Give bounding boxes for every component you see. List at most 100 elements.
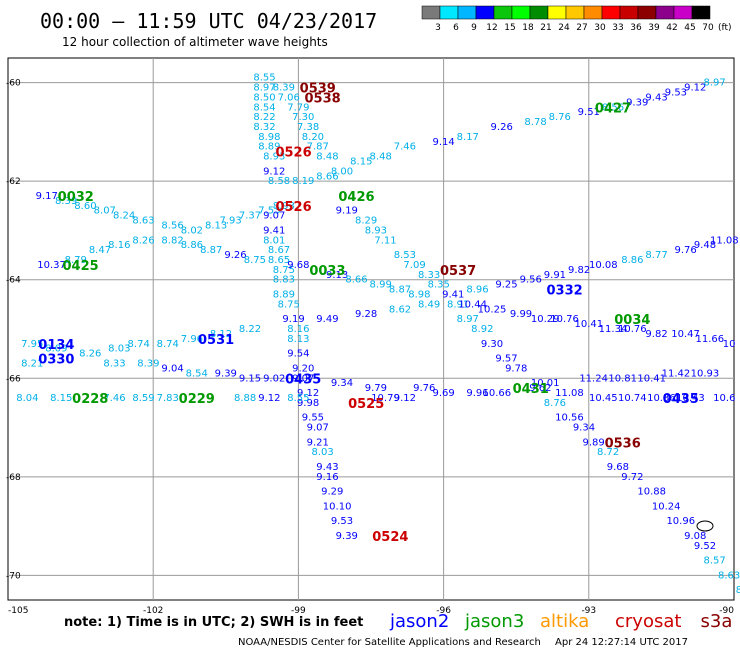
wave-height-value: 8.82: [161, 235, 183, 246]
pass-time-label: 0034: [614, 313, 650, 328]
colorbar-swatch: [619, 5, 639, 20]
footer-timestamp: Apr 24 12:27:14 UTC 2017: [555, 637, 688, 648]
wave-height-value: 8.74: [157, 339, 179, 350]
pass-time-label: 0032: [58, 190, 94, 205]
colorbar-swatch: [547, 5, 567, 20]
wave-height-value: 9.68: [607, 462, 629, 473]
wave-height-value: 10.08: [589, 260, 618, 271]
wave-height-value: 10.10: [323, 501, 352, 512]
legend-jason3: jason3: [464, 611, 524, 632]
pass-time-label: 0538: [305, 91, 341, 106]
wave-height-value: 9.17: [36, 191, 58, 202]
wave-height-value: 9.43: [645, 92, 667, 103]
wave-height-value: 9.26: [491, 122, 513, 133]
colorbar-label: 18: [522, 23, 534, 33]
wave-height-value: 8.87: [389, 285, 411, 296]
wave-height-value: 8.63: [132, 216, 154, 227]
wave-height-value: 9.28: [355, 309, 377, 320]
wave-height-value: 8.96: [466, 285, 488, 296]
wave-height-value: 9.39: [336, 531, 358, 542]
wave-height-value: 8.03: [108, 344, 130, 355]
colorbar-swatch: [691, 5, 711, 20]
wave-height-value: 8.76: [549, 112, 571, 123]
wave-height-value: 8.01: [263, 235, 285, 246]
x-tick-label: -96: [436, 606, 451, 616]
wave-height-value: 7.30: [292, 112, 314, 123]
wave-height-value: 8.54: [186, 368, 208, 379]
y-tick-label: -68: [6, 473, 21, 483]
wave-height-value: 11.34: [599, 324, 628, 335]
colorbar-label: 15: [504, 23, 515, 33]
wave-height-value: 8.16: [108, 240, 130, 251]
wave-height-value: 8.24: [113, 211, 135, 222]
wave-height-value: 8.49: [418, 299, 440, 310]
colorbar-swatch: [493, 5, 513, 20]
wave-height-value: 7.96: [181, 334, 203, 345]
wave-height-value: 9.49: [316, 314, 338, 325]
wave-height-value: 10.01: [531, 378, 560, 389]
wave-height-value: 10.47: [671, 329, 700, 340]
legend-cryosat: cryosat: [615, 611, 681, 632]
wave-height-value: 8.48: [370, 152, 392, 163]
wave-height-value: 8.33: [418, 270, 440, 281]
pass-time-label: 0425: [63, 259, 99, 274]
wave-height-value: 8.78: [524, 117, 546, 128]
wave-height-value: 8.56: [161, 221, 183, 232]
wave-height-value: 10.41: [637, 373, 666, 384]
wave-height-value: 8.98: [258, 132, 280, 143]
wave-height-value: 7.79: [287, 102, 309, 113]
footer-note: note: 1) Time is in UTC; 2) SWH is in fe…: [64, 615, 363, 630]
colorbar: 3 6 9 12 15 18 21 24 27 30 33 36 39 42 45 70: [421, 5, 714, 33]
wave-height-value: 8.17: [457, 132, 479, 143]
footer-credit: NOAA/NESDIS Center for Satellite Applica…: [238, 637, 541, 648]
wave-height-value: 9.72: [621, 472, 643, 483]
wave-height-value: 8.93: [365, 225, 387, 236]
colorbar-label: 39: [648, 23, 660, 33]
wave-height-value: 9.26: [224, 250, 246, 261]
y-tick-label: -62: [6, 177, 21, 187]
wave-height-value: 8.13: [287, 334, 309, 345]
colorbar-swatch: [421, 5, 441, 20]
wave-height-value: 8.58: [268, 176, 290, 187]
pass-time-label: 0539: [300, 82, 336, 97]
wave-height-value: 8.89: [273, 290, 295, 301]
colorbar-swatch: [655, 5, 675, 20]
pass-time-label: 0531: [198, 333, 234, 348]
pass-time-label: 0526: [275, 146, 311, 161]
plot-area: [7, 57, 735, 601]
pass-time-label: 0526: [275, 200, 311, 215]
wave-height-value: 8.79: [65, 255, 87, 266]
pass-time-label: 0033: [309, 264, 345, 279]
wave-height-value: 8.87: [200, 245, 222, 256]
x-tick-label: -99: [291, 606, 306, 616]
wave-height-value: 7.93: [220, 216, 242, 227]
wave-height-value: 8.66: [316, 171, 338, 182]
colorbar-label: 24: [558, 23, 570, 33]
wave-height-value: 10.29: [531, 314, 560, 325]
wave-height-value: 8.76: [544, 398, 566, 409]
colorbar-label: 3: [435, 23, 441, 33]
wave-height-value: 10.66: [483, 388, 512, 399]
wave-height-value: 9.53: [331, 516, 353, 527]
wave-height-value: 9.54: [287, 349, 309, 360]
wave-height-value: 10.6: [713, 393, 735, 404]
track-end-marker: [696, 520, 714, 532]
colorbar-label: 30: [594, 23, 606, 33]
wave-height-value: 8.03: [311, 447, 333, 458]
wave-height-value: 9.43: [316, 462, 338, 473]
wave-height-value: 8.93: [273, 201, 295, 212]
colorbar-swatch: [457, 5, 477, 20]
wave-height-value: 8.97: [704, 78, 726, 89]
wave-height-value: 8.86: [181, 240, 203, 251]
wave-height-value: 9.12: [297, 388, 319, 399]
wave-height-value: 9.82: [645, 329, 667, 340]
wave-height-value: 10.44: [458, 299, 487, 310]
wave-height-value: 7.53: [258, 206, 280, 217]
wave-height-value: 8.57: [704, 556, 726, 567]
y-tick-label: -64: [6, 276, 21, 286]
legend-jason2: jason2: [389, 611, 449, 632]
wave-height-value: 9.91: [544, 270, 566, 281]
wave-height-value: 8.35: [428, 280, 450, 291]
wave-height-value: 8.15: [50, 393, 72, 404]
wave-height-value: 8.60: [74, 201, 96, 212]
